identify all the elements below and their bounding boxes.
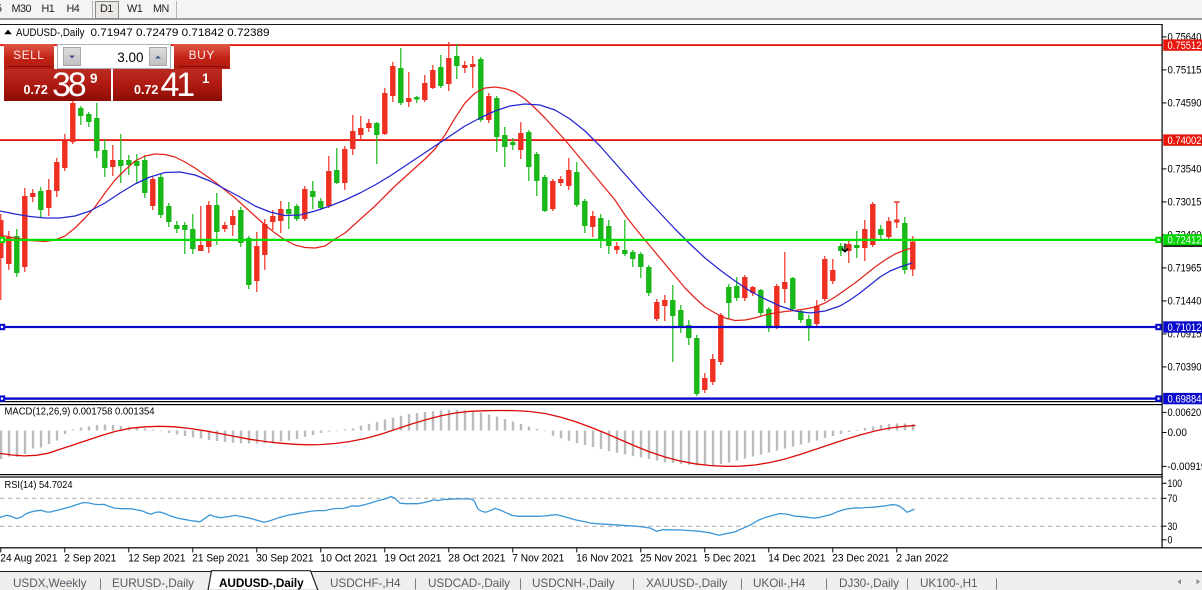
- svg-text:5 Dec 2021: 5 Dec 2021: [704, 553, 756, 565]
- svg-text:RSI(14) 54.7024: RSI(14) 54.7024: [5, 480, 73, 491]
- svg-text:0.71012: 0.71012: [1168, 322, 1202, 334]
- svg-text:0.70390: 0.70390: [1168, 362, 1202, 374]
- svg-text:AUDUSD-,Daily: AUDUSD-,Daily: [16, 27, 85, 39]
- svg-text:2 Sep 2021: 2 Sep 2021: [64, 553, 116, 565]
- svg-text:30: 30: [1168, 521, 1178, 533]
- svg-text:70: 70: [1168, 493, 1178, 505]
- svg-text:2 Jan 2022: 2 Jan 2022: [896, 553, 948, 565]
- svg-text:0.74002: 0.74002: [1168, 135, 1202, 147]
- svg-text:28 Oct 2021: 28 Oct 2021: [448, 553, 505, 565]
- svg-text:0.74590: 0.74590: [1168, 98, 1202, 110]
- svg-text:-0.00919: -0.00919: [1168, 461, 1202, 473]
- svg-text:24 Aug 2021: 24 Aug 2021: [0, 553, 57, 565]
- svg-text:0.006201: 0.006201: [1168, 407, 1202, 419]
- svg-text:100: 100: [1168, 478, 1183, 490]
- svg-text:30 Sep 2021: 30 Sep 2021: [256, 553, 313, 565]
- svg-text:25 Nov 2021: 25 Nov 2021: [640, 553, 697, 565]
- svg-text:0.69884: 0.69884: [1168, 393, 1202, 405]
- svg-text:12 Sep 2021: 12 Sep 2021: [128, 553, 185, 565]
- svg-text:0.75115: 0.75115: [1168, 65, 1202, 77]
- svg-text:0.71965: 0.71965: [1168, 263, 1202, 275]
- svg-text:14 Dec 2021: 14 Dec 2021: [768, 553, 825, 565]
- svg-text:19 Oct 2021: 19 Oct 2021: [384, 553, 441, 565]
- svg-text:0.72412: 0.72412: [1168, 235, 1202, 247]
- svg-text:23 Dec 2021: 23 Dec 2021: [832, 553, 889, 565]
- svg-text:0.73540: 0.73540: [1168, 164, 1202, 176]
- svg-text:16 Nov 2021: 16 Nov 2021: [576, 553, 633, 565]
- svg-text:MACD(12,26,9) 0.001758 0.00135: MACD(12,26,9) 0.001758 0.001354: [5, 407, 155, 418]
- svg-text:0.00: 0.00: [1168, 427, 1187, 439]
- svg-text:0.71947 0.72479 0.71842 0.7238: 0.71947 0.72479 0.71842 0.72389: [91, 27, 270, 39]
- svg-text:0: 0: [1168, 535, 1173, 547]
- svg-text:7 Nov 2021: 7 Nov 2021: [512, 553, 564, 565]
- svg-text:10 Oct 2021: 10 Oct 2021: [320, 553, 377, 565]
- svg-text:0.75512: 0.75512: [1168, 40, 1202, 52]
- svg-text:0.71440: 0.71440: [1168, 296, 1202, 308]
- svg-text:21 Sep 2021: 21 Sep 2021: [192, 553, 249, 565]
- svg-text:0.73015: 0.73015: [1168, 197, 1202, 209]
